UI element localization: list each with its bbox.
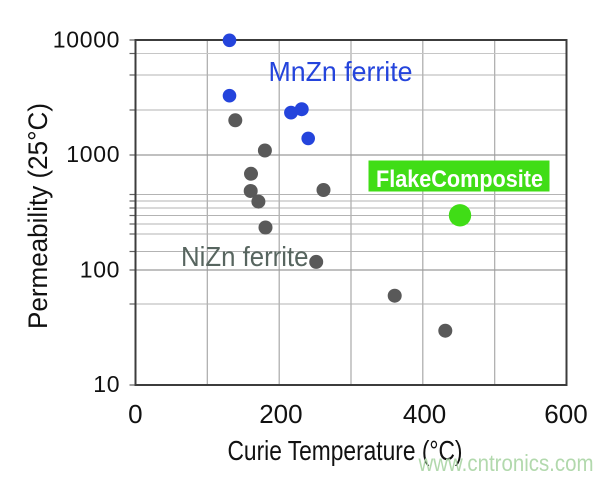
svg-text:www.cntronics.com: www.cntronics.com: [418, 450, 594, 476]
svg-text:FlakeComposite: FlakeComposite: [376, 166, 543, 193]
svg-text:NiZn ferrite: NiZn ferrite: [181, 241, 309, 272]
svg-text:Curie Temperature (°C): Curie Temperature (°C): [228, 435, 463, 466]
svg-text:600: 600: [544, 399, 587, 429]
svg-text:MnZn ferrite: MnZn ferrite: [269, 56, 413, 87]
svg-text:100: 100: [80, 257, 120, 283]
svg-text:Permeability (25°C): Permeability (25°C): [23, 103, 53, 329]
svg-text:10000: 10000: [53, 27, 120, 53]
svg-text:400: 400: [403, 399, 446, 429]
svg-text:0: 0: [128, 399, 142, 429]
svg-text:200: 200: [259, 399, 302, 429]
svg-text:1000: 1000: [66, 141, 120, 167]
svg-text:10: 10: [93, 371, 120, 397]
